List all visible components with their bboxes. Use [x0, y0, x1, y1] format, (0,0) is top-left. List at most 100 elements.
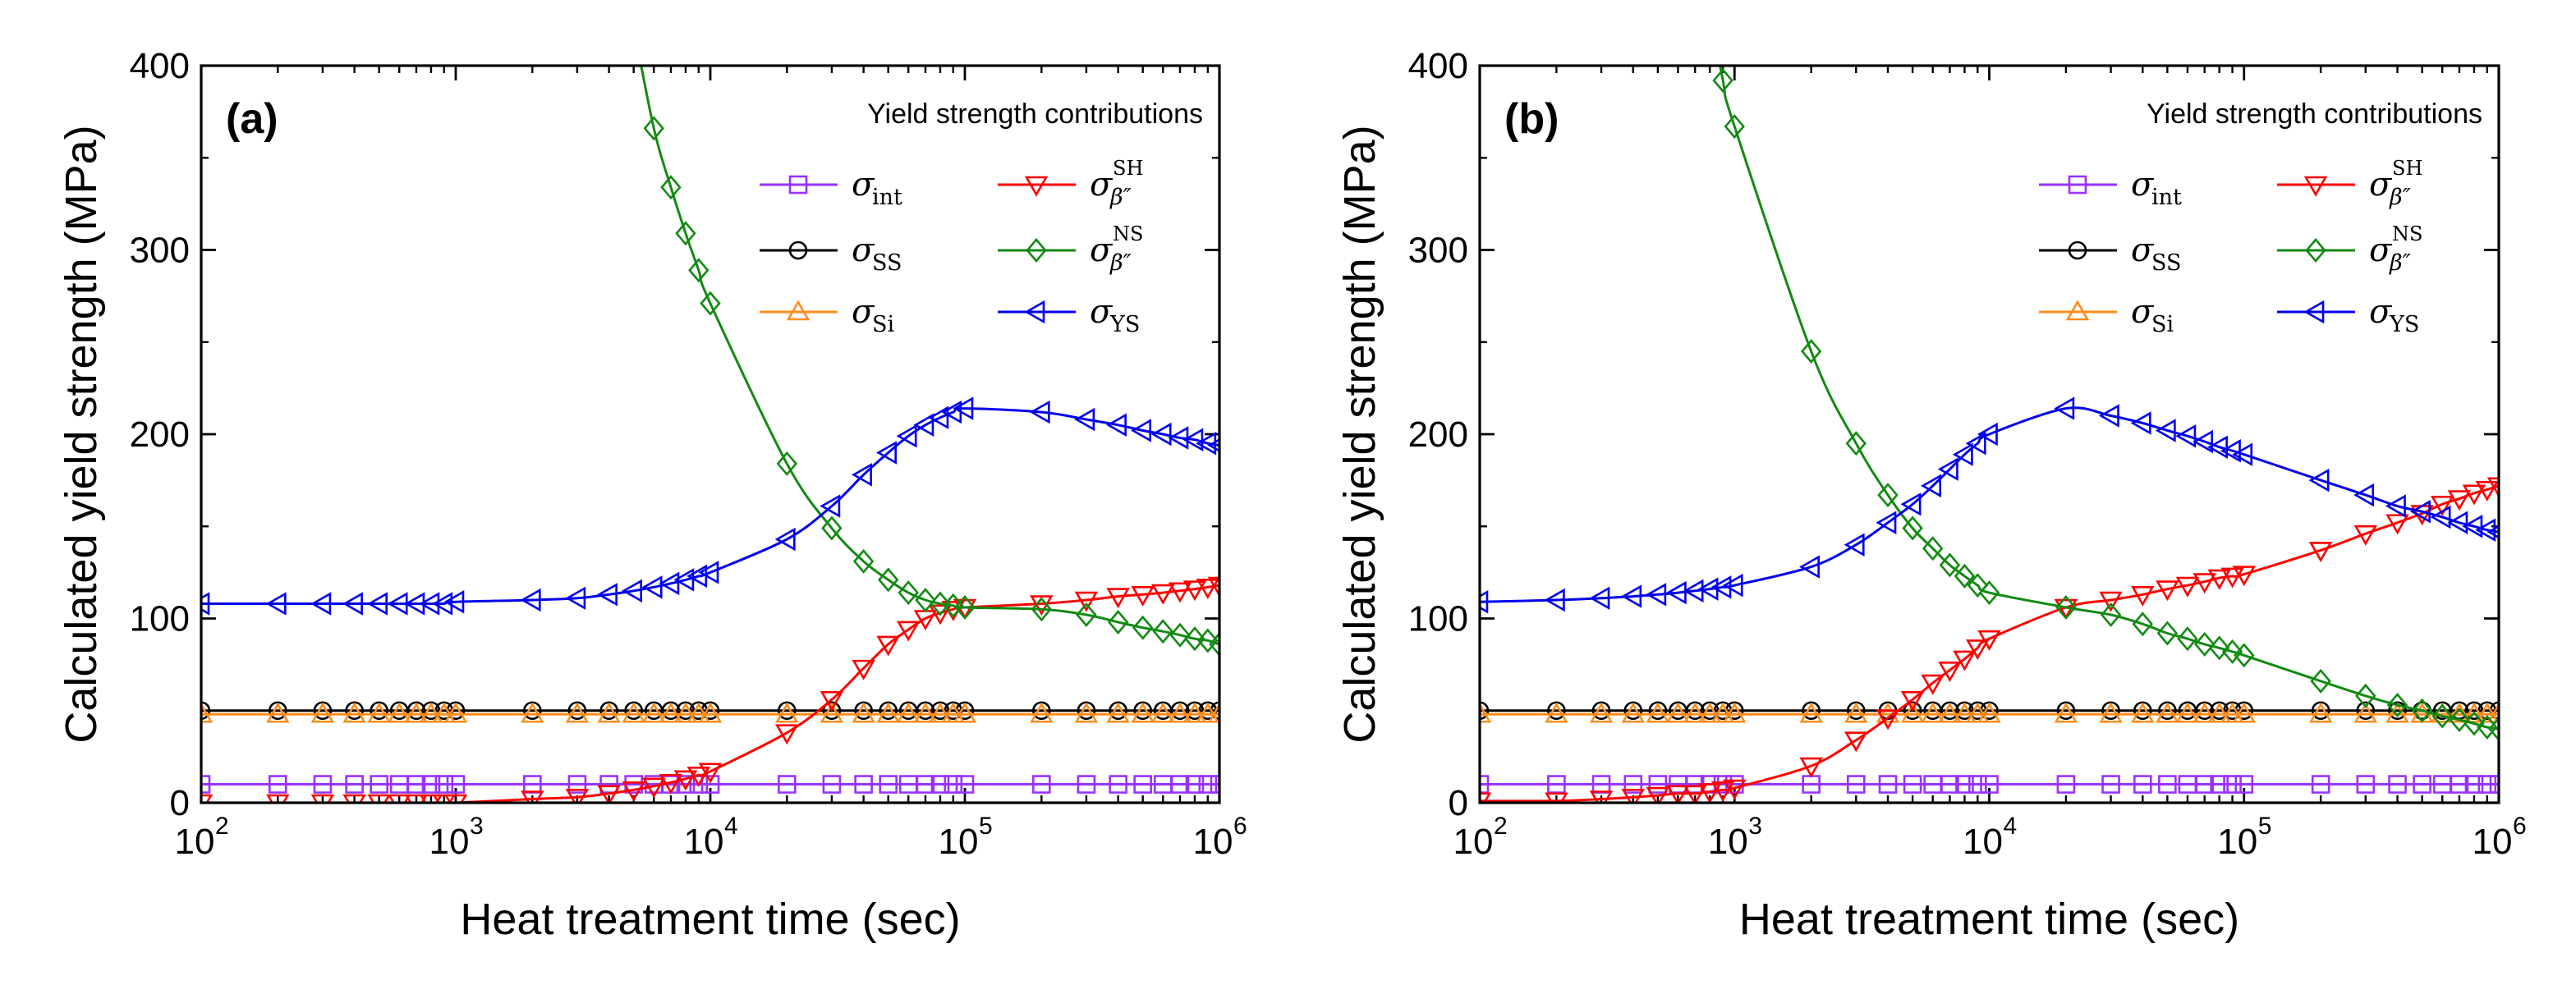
- marker-Si: [928, 702, 953, 723]
- legend-marker-YS: [2303, 300, 2325, 324]
- marker-Si: [2447, 702, 2472, 723]
- marker-SH: [443, 794, 468, 803]
- marker-SH: [876, 635, 900, 657]
- marker-int: [434, 775, 454, 794]
- marker-NS: [675, 221, 696, 246]
- marker-SH: [2430, 496, 2454, 516]
- marker-Si: [419, 702, 443, 723]
- marker-int: [421, 775, 441, 794]
- legend-subscript: int: [2151, 185, 2182, 210]
- marker-Si: [2430, 702, 2454, 723]
- marker-Si: [1710, 702, 1735, 723]
- marker-SH: [698, 763, 723, 784]
- marker-YS: [698, 561, 719, 584]
- marker-Si: [659, 702, 683, 723]
- marker-YS: [2054, 396, 2075, 420]
- marker-YS: [2475, 518, 2496, 542]
- marker-int: [1623, 775, 1643, 794]
- series-line-SH: [1480, 484, 2499, 803]
- marker-YS: [928, 405, 949, 430]
- marker-Si: [2232, 702, 2256, 723]
- marker-Si: [686, 702, 711, 723]
- marker-YS: [2385, 494, 2406, 518]
- marker-YS: [1131, 419, 1151, 442]
- marker-NS: [852, 548, 875, 574]
- x-tick-base: 10: [1708, 822, 1748, 862]
- marker-Si: [1966, 702, 1990, 723]
- legend-marker-SS: [2068, 240, 2087, 260]
- marker-Si: [2156, 702, 2179, 723]
- marker-NS: [821, 515, 843, 541]
- marker-SH: [1900, 690, 1925, 712]
- x-tick-base: 10: [939, 822, 979, 862]
- legend-subscript: Si: [2151, 312, 2174, 337]
- marker-Si: [1207, 702, 1219, 723]
- marker-NS: [1954, 563, 1976, 589]
- marker-int: [2413, 775, 2431, 794]
- marker-YS: [443, 590, 465, 614]
- marker-SH: [673, 770, 698, 791]
- marker-SH: [2156, 580, 2179, 602]
- y-tick-label: 300: [130, 231, 190, 271]
- y-tick-label: 300: [1408, 231, 1468, 271]
- x-tick-exponent: 5: [979, 813, 993, 840]
- marker-YS: [673, 568, 695, 592]
- marker-int: [2450, 775, 2469, 794]
- marker-int: [2388, 775, 2407, 794]
- marker-YS: [1150, 422, 1172, 447]
- marker-SH: [565, 788, 590, 803]
- marker-YS: [2353, 483, 2375, 507]
- marker-NS: [915, 588, 936, 613]
- marker-YS: [1480, 590, 1489, 614]
- marker-YS: [201, 592, 210, 616]
- marker-NS: [1939, 552, 1961, 578]
- marker-SH: [1938, 662, 1962, 682]
- marker-NS: [1978, 580, 2000, 606]
- marker-NS: [1922, 536, 1944, 561]
- legend-subscript: β″: [2389, 250, 2411, 276]
- marker-NS: [2411, 698, 2433, 723]
- marker-int: [313, 775, 333, 794]
- legend-item-Si: σSi: [2039, 293, 2174, 337]
- marker-YS: [1029, 400, 1050, 424]
- marker-YS: [565, 586, 586, 611]
- legend-marker-Si: [2065, 300, 2090, 321]
- legend-superscript: SH: [2392, 157, 2422, 180]
- marker-YS: [2462, 515, 2483, 538]
- marker-Si: [1074, 702, 1099, 723]
- marker-int: [2489, 775, 2499, 794]
- legend-marker-int: [788, 175, 808, 195]
- y-tick-label: 100: [1408, 599, 1468, 639]
- marker-SH: [1074, 591, 1099, 612]
- marker-int: [1955, 775, 1974, 794]
- marker-Si: [1150, 702, 1175, 723]
- marker-SH: [1921, 674, 1945, 695]
- marker-NS: [877, 567, 899, 593]
- marker-NS: [2449, 707, 2470, 732]
- marker-YS: [641, 575, 663, 599]
- y-tick-label: 200: [130, 415, 190, 455]
- marker-int: [955, 775, 975, 794]
- legend-sigma: σ: [2369, 231, 2393, 269]
- marker-Si: [1697, 702, 1722, 723]
- legend-marker-YS: [1024, 300, 1045, 324]
- marker-Si: [404, 702, 429, 723]
- marker-SH: [2308, 542, 2333, 563]
- marker-Si: [2054, 702, 2078, 723]
- marker-SH: [1182, 580, 1207, 602]
- marker-SH: [1646, 786, 1670, 803]
- marker-Si: [2099, 702, 2123, 723]
- marker-int: [1648, 775, 1668, 794]
- marker-NS: [1209, 631, 1219, 657]
- marker-Si: [1683, 702, 1707, 723]
- marker-int: [1846, 775, 1866, 794]
- marker-Si: [597, 702, 621, 723]
- marker-YS: [2155, 419, 2176, 442]
- marker-SH: [896, 621, 921, 642]
- marker-SH: [1621, 788, 1646, 803]
- marker-int: [370, 775, 388, 794]
- x-tick-base: 10: [1453, 822, 1494, 862]
- legend-sigma: σ: [2131, 231, 2155, 269]
- marker-SH: [1683, 785, 1707, 803]
- panel-label: (a): [226, 95, 278, 143]
